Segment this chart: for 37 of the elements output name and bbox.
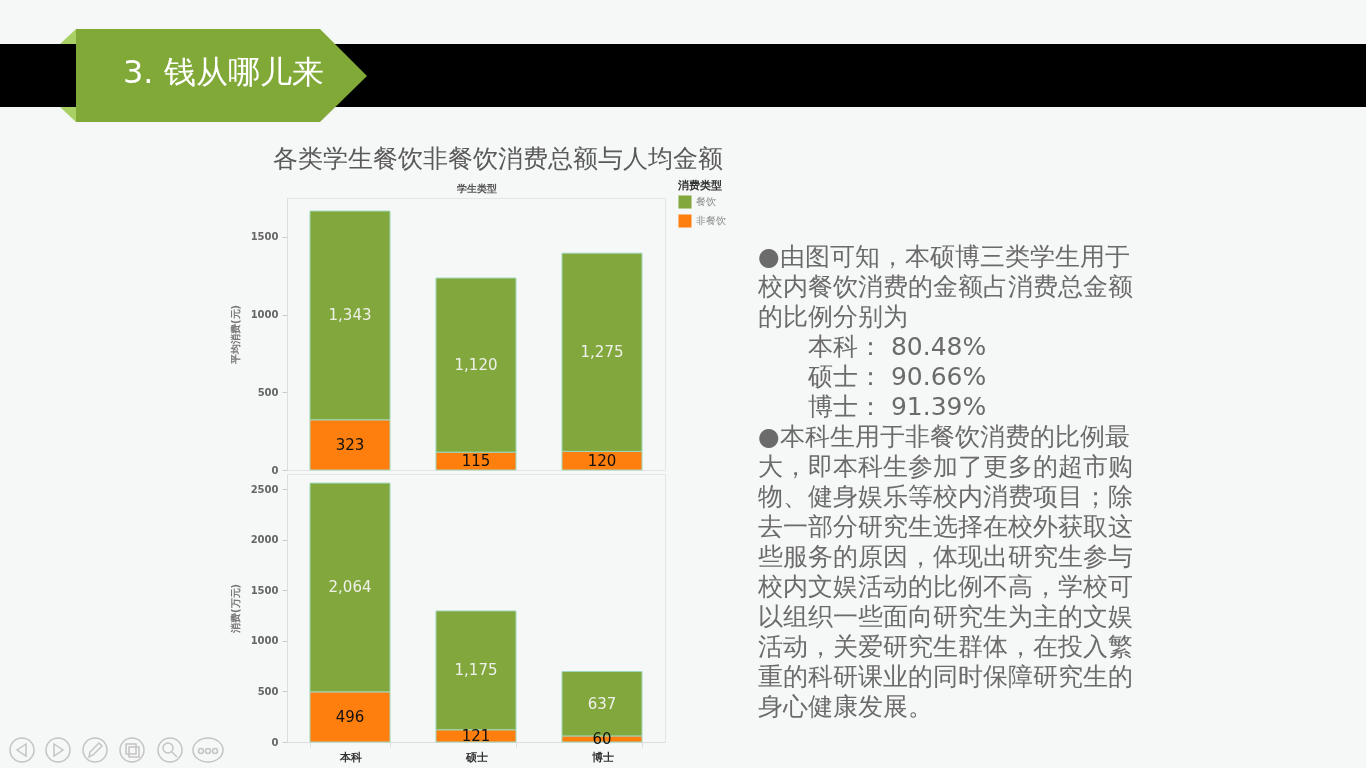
- x-tick-label: 本科: [338, 750, 362, 764]
- legend-title: 消费类型: [677, 179, 722, 192]
- y-tick-label: 500: [257, 685, 279, 697]
- y-tick-label: 1000: [250, 635, 279, 647]
- data-label: 120: [587, 451, 617, 470]
- y-tick-label: 1500: [250, 584, 279, 596]
- data-label: 323: [335, 435, 365, 454]
- data-label: 1,275: [580, 343, 624, 362]
- y-tick-label: 1000: [250, 309, 279, 321]
- text: ●由图可知，本硕博三类学生用于校内餐饮消费的金额占消费总金额的比例分别为: [758, 242, 1134, 332]
- data-label: 496: [335, 707, 365, 726]
- legend-label: 餐饮: [696, 196, 716, 207]
- y-tick-label: 0: [271, 464, 279, 476]
- text: ●本科生用于非餐饮消费的比例最大，即本科生参加了更多的超市购物、健身娱乐等校内消费项目；除去一部分研究生选择在校外获取这些服务的原因，体现出研究生参与校内文娱活动的比例不高，学校可以组织一些面向研究生为主的文娱活动，关爱研究生群体，在投入繁重的科研课业的同时保障研究生的身心健康发展。: [758, 422, 1133, 721]
- data-label: 1,343: [328, 306, 372, 325]
- y-tick-label: 1500: [250, 231, 279, 243]
- data-label: 115: [461, 452, 491, 471]
- data-label: 1,120: [454, 356, 498, 375]
- data-label: 121: [461, 726, 491, 745]
- y-tick-label: 500: [257, 386, 279, 398]
- data-label: 2,064: [328, 578, 372, 597]
- x-tick-label: 硕士: [464, 750, 488, 764]
- y-axis-title: 消费(万元): [229, 583, 241, 635]
- text: 3. 钱从哪儿来: [123, 52, 324, 92]
- x-axis-title: 学生类型: [456, 182, 497, 194]
- chart-title: 各类学生餐饮非餐饮消费总额与人均金额: [273, 144, 723, 173]
- data-label: 1,175: [454, 661, 498, 680]
- y-tick-label: 2500: [250, 483, 279, 495]
- y-tick-label: 0: [271, 736, 279, 748]
- text: 博士： 91.39%: [807, 392, 988, 422]
- y-axis-title: 平均消费(元): [229, 304, 241, 366]
- text: 硕士： 90.66%: [807, 362, 988, 392]
- x-tick-label: 博士: [590, 750, 614, 764]
- y-tick-label: 2000: [250, 534, 279, 546]
- data-label: 637: [587, 694, 617, 713]
- text: 本科： 80.48%: [807, 332, 988, 362]
- legend-label: 非餐饮: [696, 215, 726, 226]
